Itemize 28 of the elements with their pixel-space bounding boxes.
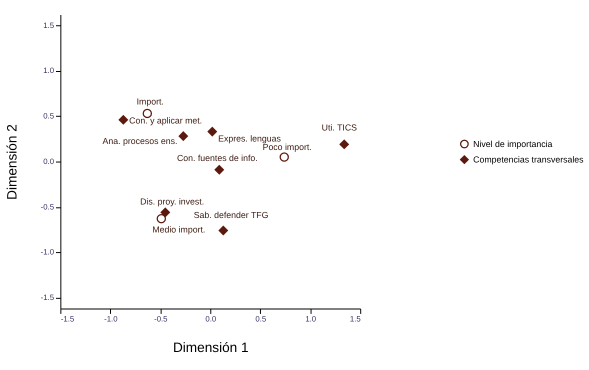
annotation: Uti. TICS xyxy=(322,122,358,133)
x-axis-title: Dimensión 1 xyxy=(172,340,249,355)
y-tick-label: -1.0 xyxy=(40,248,55,257)
annotation: Import. xyxy=(136,96,164,107)
annotation: Expres. lenguas xyxy=(218,133,282,144)
y-tick-label: 1.5 xyxy=(43,20,54,30)
x-tick-label: -0.5 xyxy=(154,314,168,324)
y-tick-label: -1.5 xyxy=(40,293,54,302)
x-tick-label: -1.0 xyxy=(104,314,118,324)
y-tick-label: 0.5 xyxy=(43,112,54,121)
y-tick-label: 0.0 xyxy=(43,156,55,166)
y-tick-label: 1.0 xyxy=(43,66,55,76)
annotation: Con. fuentes de info. xyxy=(176,152,258,163)
x-tick-label: -1.5 xyxy=(60,314,74,324)
annotation: Ana. procesos ens. xyxy=(102,136,178,146)
x-tick-label: 0.5 xyxy=(255,314,266,324)
y-tick-label: -0.5 xyxy=(40,202,54,212)
annotation: Poco import. xyxy=(262,142,312,152)
x-tick-label: 0.0 xyxy=(205,314,217,324)
x-tick-label: 1.5 xyxy=(350,314,361,324)
legend-label: Nivel de importancia xyxy=(473,138,553,149)
annotation: Con. y aplicar met. xyxy=(129,116,202,126)
annotation: Dis. proy. invest. xyxy=(140,196,204,207)
x-tick-label: 1.0 xyxy=(305,314,317,324)
annotation: Medio import. xyxy=(152,224,206,234)
annotation: Sab. defender TFG xyxy=(194,210,269,220)
legend-label: Competencias transversales xyxy=(473,154,584,165)
y-axis-title: Dimensión 2 xyxy=(4,124,20,200)
